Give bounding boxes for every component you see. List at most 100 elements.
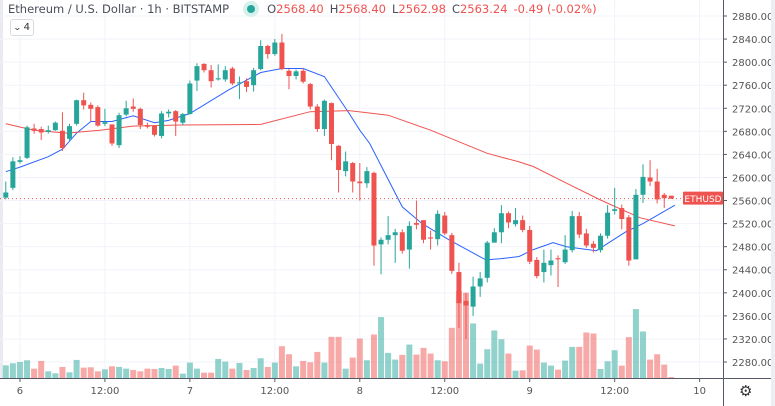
volume-bar bbox=[342, 368, 349, 378]
volume-bar bbox=[151, 368, 158, 378]
indicators-toggle-button[interactable]: ⌄ 4 bbox=[10, 19, 34, 36]
volume-bar bbox=[618, 365, 625, 378]
volume-bar bbox=[533, 349, 540, 378]
volume-bar bbox=[236, 362, 243, 378]
left-edge bbox=[0, 0, 3, 406]
candle-down bbox=[456, 272, 462, 304]
right-scrollbar[interactable] bbox=[771, 0, 775, 406]
volume-bar bbox=[314, 351, 321, 378]
volume-bar bbox=[420, 347, 427, 378]
candle-down bbox=[350, 163, 356, 182]
volume-bar bbox=[632, 309, 639, 378]
legend-header: Ethereum / U.S. Dollar · 1h · BITSTAMP O… bbox=[8, 2, 603, 16]
volume-bar bbox=[597, 368, 604, 378]
time-tick-label: 10 bbox=[693, 386, 706, 397]
candle-up bbox=[541, 262, 547, 273]
candle-up bbox=[215, 78, 221, 80]
time-tick-label: 7 bbox=[187, 386, 193, 397]
candle-down bbox=[668, 195, 674, 199]
volume-bar bbox=[647, 359, 654, 378]
volume-bar bbox=[59, 366, 66, 378]
candle-down bbox=[647, 177, 653, 182]
volume-bar bbox=[300, 360, 307, 378]
volume-bar bbox=[625, 337, 632, 378]
candle-up bbox=[392, 232, 398, 236]
candle-up bbox=[74, 100, 80, 124]
candle-down bbox=[88, 104, 94, 109]
volume-bar bbox=[562, 360, 569, 378]
volume-bar bbox=[413, 354, 420, 378]
volume-bar bbox=[611, 350, 618, 378]
candle-down bbox=[357, 181, 363, 184]
candle-up bbox=[321, 100, 327, 130]
candle-up bbox=[10, 161, 16, 188]
candle-up bbox=[569, 216, 575, 251]
candle-up bbox=[633, 194, 639, 260]
low-label: L bbox=[391, 2, 399, 16]
candle-up bbox=[491, 232, 497, 243]
time-axis-background bbox=[0, 378, 723, 406]
indicators-count: 4 bbox=[23, 22, 31, 33]
volume-bar bbox=[321, 362, 328, 378]
price-tick-label: 2880.00 bbox=[732, 12, 773, 23]
candle-down bbox=[173, 111, 179, 122]
time-tick-label: 12:00 bbox=[91, 386, 120, 397]
volume-bar bbox=[278, 346, 285, 378]
price-tick-label: 2320.00 bbox=[732, 335, 773, 346]
volume-bar bbox=[52, 373, 59, 378]
candle-up bbox=[548, 260, 554, 266]
candle-down bbox=[590, 243, 596, 248]
candle-down bbox=[555, 258, 561, 260]
volume-bar bbox=[335, 336, 342, 378]
market-status-icon bbox=[247, 5, 256, 13]
price-tick-label: 2800.00 bbox=[732, 58, 773, 69]
candle-up bbox=[102, 122, 108, 124]
close-value: 2563.24 bbox=[459, 2, 508, 16]
time-tick-label: 8 bbox=[357, 386, 363, 397]
volume-bar bbox=[370, 334, 377, 378]
time-tick-label: 12:00 bbox=[600, 386, 629, 397]
volume-bar bbox=[208, 372, 215, 378]
volume-bar bbox=[165, 368, 172, 378]
candle-down bbox=[661, 194, 667, 199]
volume-bar bbox=[137, 371, 144, 378]
volume-bar bbox=[250, 367, 257, 378]
slow-moving-average-line bbox=[5, 110, 676, 227]
candle-up bbox=[222, 70, 228, 80]
candle-down bbox=[505, 213, 511, 223]
price-tick-label: 2360.00 bbox=[732, 312, 773, 323]
candle-up bbox=[406, 225, 412, 250]
volume-bar bbox=[229, 368, 236, 378]
gear-icon[interactable]: ⚙ bbox=[739, 382, 753, 400]
candle-up bbox=[24, 127, 30, 158]
time-tick-label: 12:00 bbox=[260, 386, 289, 397]
candle-down bbox=[371, 172, 377, 246]
volume-bar bbox=[378, 317, 385, 378]
candle-down bbox=[244, 81, 250, 87]
candle-up bbox=[385, 235, 391, 240]
low-value: 2562.98 bbox=[398, 2, 446, 16]
candle-down bbox=[421, 220, 427, 240]
symbol-title: Ethereum / U.S. Dollar · 1h · BITSTAMP bbox=[8, 2, 230, 16]
volume-bar bbox=[406, 344, 413, 378]
candle-down bbox=[151, 125, 157, 135]
volume-bar bbox=[109, 366, 115, 378]
price-tick-label: 2640.00 bbox=[732, 150, 773, 161]
volume-bar bbox=[179, 373, 186, 378]
candle-up bbox=[435, 213, 441, 240]
volume-bar bbox=[569, 346, 576, 378]
volume-bar bbox=[654, 354, 661, 378]
volume-bar bbox=[455, 291, 462, 378]
candle-down bbox=[520, 220, 526, 230]
candle-down bbox=[279, 42, 285, 70]
volume-bar bbox=[158, 367, 165, 378]
volume-bar bbox=[505, 353, 512, 378]
candle-up bbox=[3, 192, 9, 198]
candle-down bbox=[38, 129, 44, 133]
candle-down bbox=[229, 68, 235, 84]
candle-up bbox=[293, 71, 299, 76]
candle-up bbox=[123, 108, 129, 115]
time-tick-label: 9 bbox=[527, 386, 533, 397]
volume-bar bbox=[547, 365, 554, 378]
